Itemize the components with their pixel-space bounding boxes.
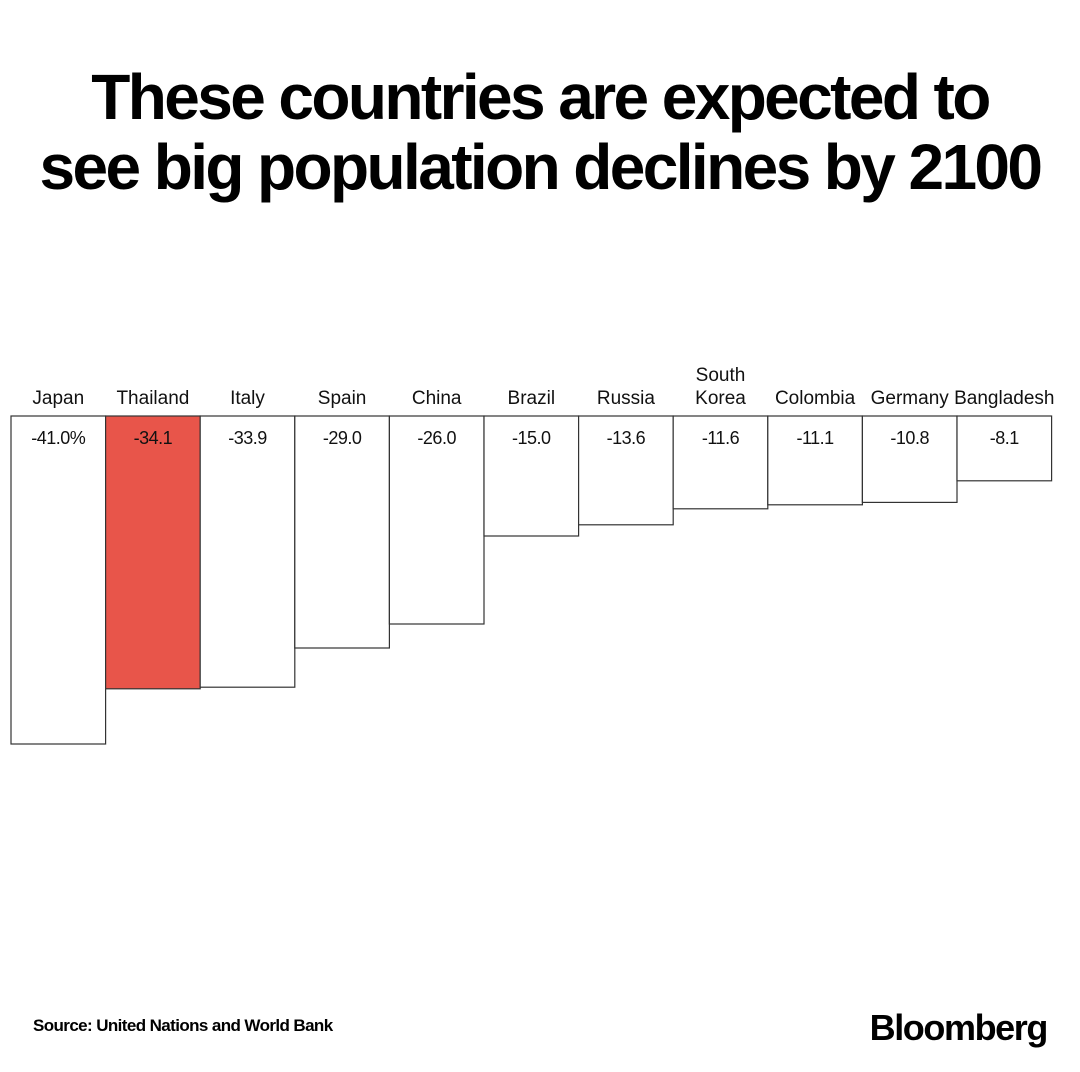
chart-title-line-1: These countries are expected to	[91, 61, 991, 133]
category-label-brazil: Brazil	[508, 388, 556, 409]
bar-japan	[10, 415, 107, 745]
category-label-south-korea: South Korea	[695, 365, 746, 409]
chart-title: These countries are expected to see big …	[0, 62, 1080, 202]
bar-south-korea	[672, 415, 769, 510]
bar-germany	[861, 415, 958, 504]
value-label-spain: -29.0	[323, 428, 362, 448]
value-label-germany: -10.8	[890, 428, 929, 448]
source-note: Source: United Nations and World Bank	[33, 1016, 333, 1035]
category-label-italy: Italy	[230, 388, 265, 409]
bar-thailand	[104, 415, 201, 690]
bar-colombia	[767, 415, 863, 506]
bloomberg-logo: Bloomberg	[869, 1007, 1049, 1048]
value-label-italy: -33.9	[228, 428, 267, 448]
category-label-colombia: Colombia	[775, 388, 856, 409]
chart-title-line-2: see big population declines by 2100	[39, 131, 1043, 203]
value-label-china: -26.0	[417, 428, 456, 448]
value-label-colombia: -11.1	[796, 428, 834, 448]
category-label-thailand: Thailand	[116, 388, 189, 409]
value-label-brazil: -15.0	[512, 428, 551, 448]
value-label-russia: -13.6	[607, 428, 646, 448]
value-labels-group: -41.0% -34.1 -33.9 -29.0 -26.0 -15.0 -13.6 -11.…	[31, 428, 1020, 448]
category-label-russia: Russia	[597, 388, 656, 409]
category-label-germany: Germany	[871, 388, 950, 409]
category-labels-group: Japan Thailand Italy Spain China Brazil Russia…	[32, 365, 1054, 409]
bar-italy	[199, 415, 296, 688]
value-label-japan: -41.0%	[31, 428, 86, 448]
value-label-south-korea: -11.6	[702, 428, 740, 448]
bar-china	[388, 415, 485, 625]
value-label-bangladesh: -8.1	[990, 428, 1020, 448]
category-label-spain: Spain	[318, 388, 367, 409]
bar-spain	[294, 415, 390, 649]
bar-bangladesh	[956, 415, 1053, 482]
category-label-japan: Japan	[32, 388, 84, 409]
category-label-bangladesh: Bangladesh	[954, 388, 1054, 409]
value-label-thailand: -34.1	[134, 428, 173, 448]
category-label-china: China	[412, 388, 462, 409]
bars-group	[10, 415, 1053, 745]
